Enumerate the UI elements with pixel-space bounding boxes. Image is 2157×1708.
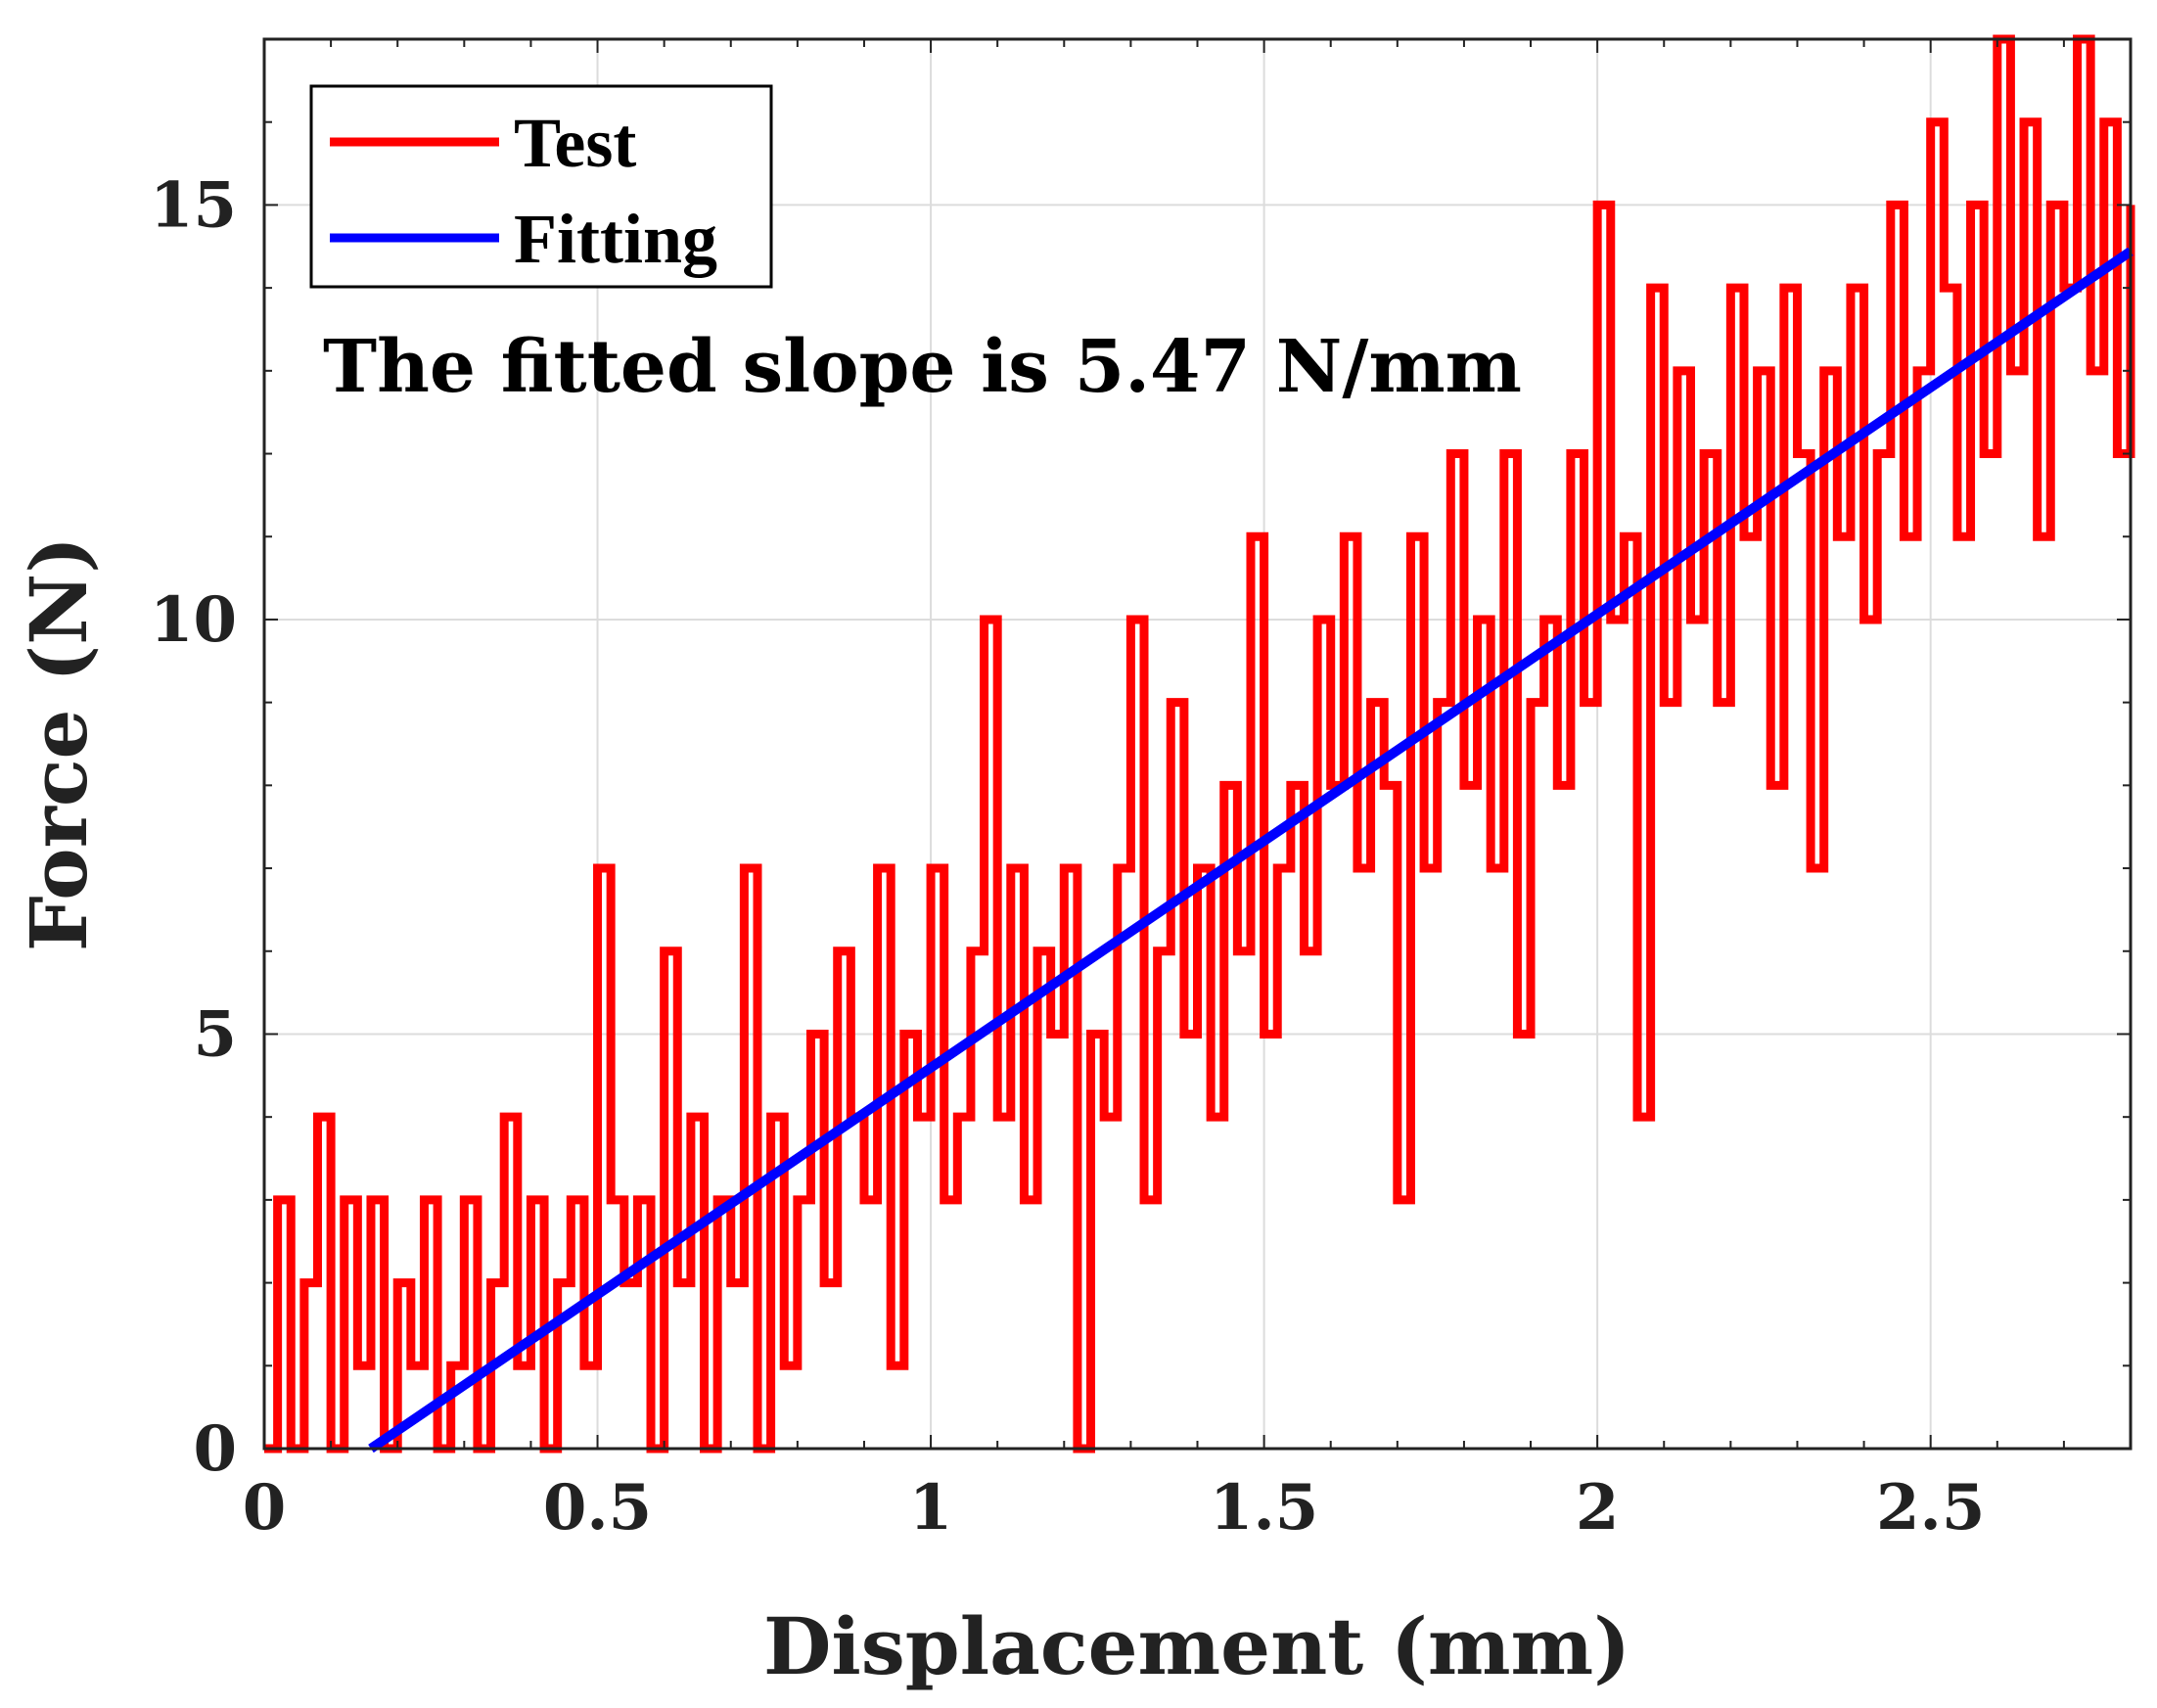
y-axis-label: Force (N) — [13, 536, 105, 951]
legend-box — [309, 84, 773, 289]
x-tick-label: 0 — [243, 1471, 287, 1545]
x-tick-label: 0.5 — [543, 1471, 652, 1545]
x-tick-label: 1 — [909, 1471, 953, 1545]
y-tick-label: 10 — [150, 583, 237, 657]
x-tick-label: 1.5 — [1210, 1471, 1318, 1545]
legend: Test Fitting — [309, 84, 773, 289]
slope-annotation: The fitted slope is 5.47 N/mm — [323, 325, 1522, 409]
axes — [262, 37, 2133, 1451]
tick-labels: 0 0.5 1 1.5 2 2.5 0 5 10 15 — [150, 168, 1985, 1545]
x-axis-label: Displacement (mm) — [763, 1600, 1630, 1692]
test-line — [264, 34, 2135, 1454]
y-tick-label: 0 — [193, 1412, 237, 1486]
y-tick-label: 15 — [150, 168, 237, 242]
test-series-layer — [264, 34, 2135, 1454]
y-tick-label: 5 — [193, 997, 237, 1071]
legend-label-test: Test — [514, 104, 636, 182]
fitting-series-layer — [368, 247, 2134, 1454]
x-tick-label: 2.5 — [1876, 1471, 1985, 1545]
x-tick-label: 2 — [1576, 1471, 1620, 1545]
fitting-line — [368, 247, 2134, 1454]
legend-label-fitting: Fitting — [514, 200, 717, 278]
